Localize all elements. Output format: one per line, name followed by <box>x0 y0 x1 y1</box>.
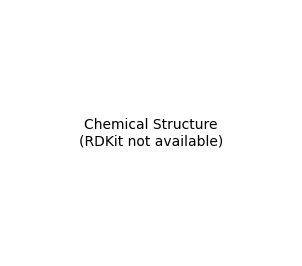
Text: Chemical Structure
(RDKit not available): Chemical Structure (RDKit not available) <box>79 118 223 148</box>
